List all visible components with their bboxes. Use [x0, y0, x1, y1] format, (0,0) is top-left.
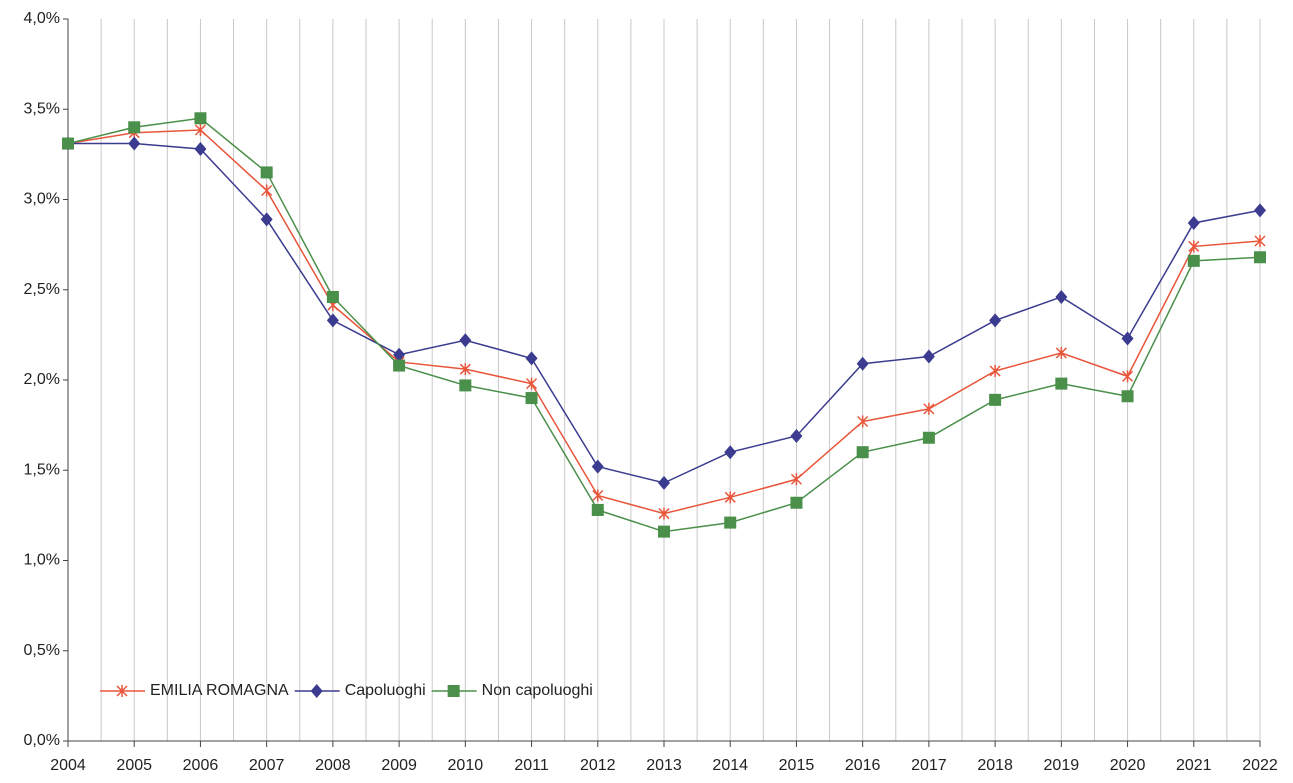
x-tick-label: 2006 — [183, 757, 219, 774]
x-tick-label: 2015 — [779, 757, 815, 774]
x-tick-label: 2007 — [249, 757, 285, 774]
marker — [194, 124, 206, 137]
marker — [326, 290, 339, 303]
y-tick-label: 0,5% — [24, 642, 60, 659]
marker — [1187, 215, 1200, 230]
x-tick-label: 2013 — [646, 757, 682, 774]
marker — [790, 496, 803, 509]
marker — [856, 446, 869, 459]
x-tick-label: 2012 — [580, 757, 616, 774]
y-tick-label: 2,0% — [24, 371, 60, 388]
marker — [1121, 390, 1134, 403]
marker — [923, 402, 935, 415]
marker — [1122, 370, 1134, 383]
marker — [658, 525, 670, 538]
marker — [459, 379, 472, 392]
marker — [459, 363, 471, 376]
y-tick-label: 3,5% — [24, 100, 60, 117]
marker — [261, 184, 273, 197]
marker — [393, 347, 406, 362]
marker — [856, 356, 869, 371]
x-tick-label: 2004 — [50, 757, 86, 774]
marker — [591, 459, 604, 474]
x-tick-label: 2016 — [845, 757, 881, 774]
marker — [658, 475, 670, 490]
legend-marker — [116, 685, 128, 697]
marker — [592, 489, 604, 502]
legend-label: Non capoluoghi — [482, 682, 593, 699]
marker — [525, 392, 538, 405]
x-tick-label: 2011 — [514, 757, 549, 774]
marker — [989, 364, 1001, 377]
marker — [260, 166, 273, 179]
marker — [989, 313, 1002, 328]
marker — [724, 491, 736, 504]
marker — [128, 136, 141, 151]
legend-marker — [447, 685, 460, 697]
marker — [724, 516, 737, 529]
marker — [857, 415, 869, 428]
marker — [1187, 254, 1200, 267]
marker — [922, 349, 935, 364]
y-tick-label: 1,5% — [24, 461, 60, 478]
y-tick-label: 3,0% — [24, 191, 60, 208]
legend-label: EMILIA ROMAGNA — [150, 682, 289, 699]
marker — [459, 333, 472, 348]
marker — [128, 121, 141, 134]
marker — [1121, 331, 1134, 346]
y-tick-label: 2,5% — [24, 281, 60, 298]
legend-marker — [310, 684, 323, 698]
marker — [1254, 203, 1266, 218]
marker — [1055, 377, 1068, 390]
marker — [194, 112, 207, 125]
marker — [393, 359, 406, 372]
x-tick-label: 2010 — [448, 757, 484, 774]
marker — [1254, 251, 1266, 264]
marker — [790, 428, 803, 443]
marker — [591, 503, 604, 516]
marker — [922, 431, 935, 444]
marker — [790, 473, 802, 486]
marker — [194, 141, 207, 156]
x-tick-label: 2020 — [1110, 757, 1146, 774]
marker — [1254, 235, 1266, 248]
marker — [1188, 240, 1200, 253]
x-tick-label: 2005 — [116, 757, 152, 774]
legend-label: Capoluoghi — [345, 682, 426, 699]
marker — [525, 351, 538, 366]
y-tick-label: 4,0% — [24, 10, 60, 27]
y-tick-label: 1,0% — [24, 552, 60, 569]
x-tick-label: 2008 — [315, 757, 351, 774]
x-tick-label: 2009 — [381, 757, 417, 774]
x-tick-label: 2017 — [911, 757, 947, 774]
marker — [260, 212, 273, 227]
marker — [62, 137, 74, 150]
x-tick-label: 2014 — [712, 757, 748, 774]
marker — [1055, 289, 1068, 304]
marker — [1055, 346, 1067, 359]
marker — [724, 445, 737, 460]
marker — [326, 313, 339, 328]
y-tick-label: 0,0% — [24, 732, 60, 749]
marker — [658, 507, 670, 520]
x-tick-label: 2018 — [977, 757, 1013, 774]
x-tick-label: 2022 — [1242, 757, 1278, 774]
marker — [526, 377, 538, 390]
marker — [989, 393, 1002, 406]
x-tick-label: 2021 — [1176, 757, 1212, 774]
x-tick-label: 2019 — [1044, 757, 1080, 774]
